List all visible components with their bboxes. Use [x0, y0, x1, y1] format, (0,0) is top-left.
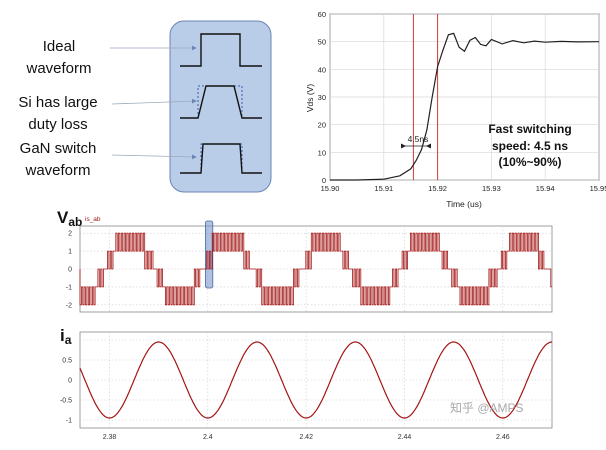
vab-y-label: Vab	[57, 208, 82, 229]
ia-x-tick-label: 2.46	[496, 434, 510, 441]
vds-y-tick-label: 40	[318, 65, 326, 74]
vab-y-ticks: 2 1 0 -1 -2	[66, 231, 72, 310]
vds-chart: 15.90 15.91 15.92 15.93 15.94 15.95 0 10 20 30 40…	[305, 10, 606, 209]
gan-waveform-trace	[180, 143, 262, 174]
waveform-diagram	[110, 20, 272, 193]
vds-x-tick-label: 15.94	[536, 184, 555, 193]
label-gan: GaN switch waveform	[4, 138, 112, 182]
label-gan-line1: GaN switch	[19, 140, 97, 157]
vds-y-tick-label: 10	[318, 148, 326, 157]
ia-x-tick-label: 2.38	[103, 434, 117, 441]
label-si-line1: Si has large	[18, 94, 98, 111]
vds-x-tick-label: 15.93	[482, 184, 501, 193]
ia-grid	[80, 332, 552, 428]
ia-y-ticks: 1 0.5 0 -0.5 -1	[60, 338, 72, 425]
vab-y-tick-label: -1	[66, 284, 72, 291]
ia-y-label-main: i	[60, 326, 65, 345]
vds-y-tick-label: 20	[318, 121, 326, 130]
interval-arrow-left-head	[401, 143, 406, 149]
arrow-gan	[111, 154, 197, 160]
vds-x-axis-label: Time (us)	[446, 199, 482, 209]
vds-y-tick-label: 30	[318, 93, 326, 102]
vds-series-line	[330, 32, 600, 181]
label-gan-line2: waveform	[25, 162, 91, 179]
vds-markers	[412, 14, 439, 180]
vds-y-tick-label: 50	[318, 38, 326, 47]
ia-y-tick-label: 0.5	[62, 358, 72, 365]
ia-y-tick-label: -0.5	[60, 398, 72, 405]
ia-y-tick-label: 1	[68, 338, 72, 345]
vds-y-axis-label: Vds (V)	[305, 84, 315, 113]
vab-y-tick-label: 0	[68, 267, 72, 274]
note-line-3: (10%~90%)	[498, 155, 561, 169]
label-ideal-line2: waveform	[26, 60, 92, 77]
ia-x-tick-label: 2.42	[299, 434, 313, 441]
si-waveform-trace	[180, 85, 262, 119]
ia-y-tick-label: 0	[68, 378, 72, 385]
label-si-line2: duty loss	[28, 116, 88, 133]
ia-y-tick-label: -1	[66, 418, 72, 425]
vab-series-line	[79, 232, 552, 306]
vab-y-tick-label: -2	[66, 302, 72, 309]
watermark: 知乎 @AMPS	[450, 401, 524, 415]
vab-legend: is_ab	[85, 216, 101, 223]
ia-x-tick-label: 2.4	[203, 434, 213, 441]
vds-x-ticks: 15.90 15.91 15.92 15.93 15.94 15.95	[321, 184, 606, 193]
label-si: Si has large duty loss	[4, 92, 112, 136]
vds-y-tick-label: 60	[318, 10, 326, 19]
diagram-panel	[169, 20, 272, 193]
vds-y-tick-label: 0	[322, 176, 326, 185]
note-line-1: Fast switching	[488, 122, 571, 136]
vds-x-tick-label: 15.90	[321, 184, 340, 193]
vds-x-tick-label: 15.95	[590, 184, 606, 193]
arrow-si	[111, 98, 197, 105]
note-line-2: speed: 4.5 ns	[492, 139, 568, 153]
ideal-waveform-trace	[180, 33, 262, 67]
vab-y-tick-label: 1	[68, 249, 72, 256]
label-ideal-line1: Ideal	[42, 38, 76, 55]
vab-y-label-main: V	[57, 208, 69, 227]
ia-series-line	[79, 341, 552, 419]
vds-x-tick-label: 15.91	[374, 184, 393, 193]
ia-x-ticks: 2.38 2.4 2.42 2.44 2.46	[103, 434, 510, 441]
interval-label: 4.5ns	[408, 134, 429, 144]
vab-y-label-sub: ab	[68, 215, 82, 229]
label-ideal: Ideal waveform	[12, 36, 106, 80]
vab-chart: Vab is_ab 2 1 0 -1 -2	[57, 208, 553, 313]
ia-chart: ia ia_inv 2.382.42.422.442.46 10.50-0.5-…	[60, 326, 553, 441]
ia-x-tick-label: 2.44	[398, 434, 412, 441]
vab-y-tick-label: 2	[68, 231, 72, 238]
ia-y-label: ia	[60, 326, 72, 347]
vds-x-tick-label: 15.92	[428, 184, 447, 193]
ia-y-label-sub: a	[65, 333, 72, 347]
interval-arrow-right-head	[426, 143, 431, 149]
vds-y-ticks: 0 10 20 30 40 50 60	[318, 10, 326, 185]
